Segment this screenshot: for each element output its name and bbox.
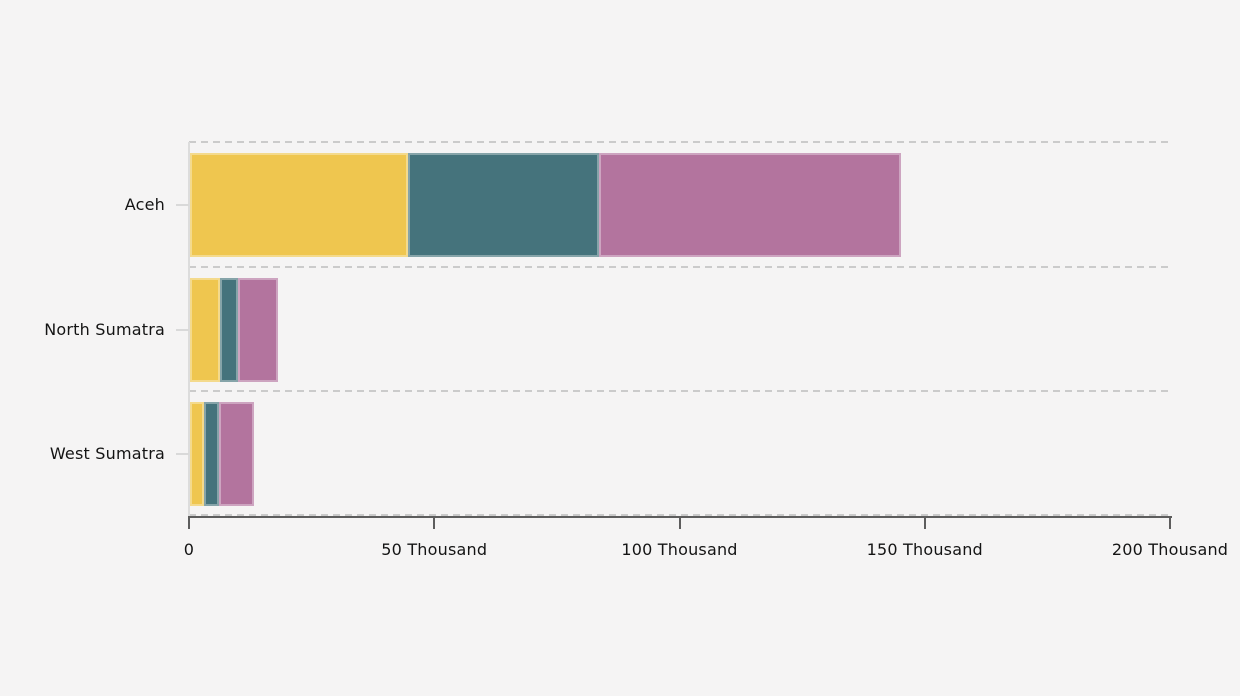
bar-segment-segment-1-yellow xyxy=(190,277,220,382)
row-separator-dashed-line xyxy=(189,141,1170,143)
row-separator-dashed-line xyxy=(189,390,1170,393)
x-axis-tick-mark xyxy=(678,516,681,529)
row-separator-dashed-line xyxy=(189,265,1170,268)
x-axis-tick-label: 50 Thousand xyxy=(381,540,488,559)
bar-row-west-sumatra xyxy=(190,402,254,507)
x-axis-tick-label: 100 Thousand xyxy=(621,540,738,559)
x-axis-tick-label: 200 Thousand xyxy=(1111,540,1229,559)
bar-segment-segment-3-pink xyxy=(219,402,254,507)
bar-segment-segment-1-yellow xyxy=(190,153,408,257)
bar-row-aceh xyxy=(190,153,902,257)
bar-segment-segment-3-pink xyxy=(599,153,902,257)
bar-segment-segment-2-teal xyxy=(219,277,238,382)
category-label: Aceh xyxy=(124,195,165,214)
x-axis-tick-mark xyxy=(188,516,190,529)
row-separator-dashed-line xyxy=(189,514,1170,516)
x-axis-tick-mark xyxy=(1169,516,1171,529)
x-axis-tick-mark xyxy=(433,516,436,529)
bar-segment-segment-2-teal xyxy=(204,402,220,507)
category-tick-mark xyxy=(176,328,189,331)
y-axis-line xyxy=(188,142,190,516)
bar-segment-segment-2-teal xyxy=(407,153,600,257)
category-tick-mark xyxy=(176,204,189,206)
x-axis-tick-label: 0 xyxy=(183,540,195,559)
bar-segment-segment-1-yellow xyxy=(190,402,205,507)
bar-segment-segment-3-pink xyxy=(237,277,278,382)
category-tick-mark xyxy=(176,453,189,456)
bar-row-north-sumatra xyxy=(190,277,278,382)
category-label: West Sumatra xyxy=(49,444,165,464)
x-axis-tick-label: 150 Thousand xyxy=(866,540,983,559)
category-label: North Sumatra xyxy=(44,319,165,339)
x-axis-tick-mark xyxy=(923,516,926,529)
